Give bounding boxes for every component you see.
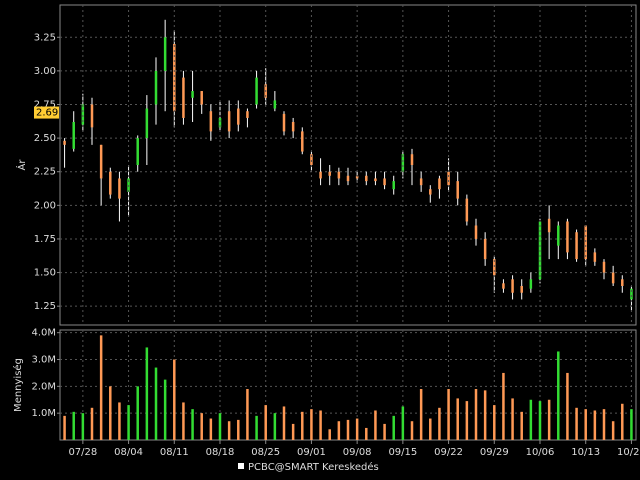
- volume-bar: [72, 411, 75, 440]
- x-tick-label: 09/29: [480, 447, 509, 458]
- x-tick-label: 09/22: [434, 447, 463, 458]
- volume-bar: [200, 413, 203, 440]
- volume-bar: [520, 411, 523, 440]
- volume-bar: [328, 429, 331, 440]
- y-tick-label: 2.25: [34, 167, 56, 178]
- y-tick-label: 1.75: [34, 234, 56, 245]
- volume-bar: [81, 413, 85, 440]
- y-tick-label: 2.00: [34, 200, 56, 211]
- x-tick-label: 07/28: [68, 447, 97, 458]
- volume-bar: [227, 421, 231, 440]
- volume-bar: [365, 427, 368, 440]
- volume-bar: [529, 399, 533, 440]
- volume-bar: [310, 409, 313, 440]
- volume-bar: [374, 410, 377, 440]
- volume-bar: [383, 423, 386, 440]
- volume-bar: [291, 423, 295, 440]
- price-frame: [59, 4, 637, 326]
- volume-bar: [218, 413, 222, 440]
- volume-bar: [575, 407, 578, 440]
- volume-bar: [593, 410, 597, 440]
- volume-bar: [419, 389, 423, 440]
- x-tick-label: 08/18: [206, 447, 235, 458]
- volume-bar: [182, 402, 185, 440]
- volume-bar: [273, 413, 277, 440]
- y-tick-label: 3.0M: [31, 355, 56, 366]
- volume-bar: [246, 389, 249, 440]
- volume-bar: [611, 421, 615, 440]
- volume-bar: [255, 415, 258, 440]
- volume-bar: [602, 409, 606, 440]
- volume-bar: [209, 418, 213, 440]
- volume-bar: [493, 405, 496, 440]
- last-price-marker: [34, 106, 59, 119]
- volume-bar: [566, 372, 569, 440]
- y-tick-label: 2.0M: [31, 381, 56, 392]
- x-tick-label: 08/11: [160, 447, 189, 458]
- legend-swatch: [238, 463, 244, 469]
- volume-bar: [346, 419, 350, 440]
- volume-bar: [301, 411, 304, 440]
- volume-bar: [392, 415, 395, 440]
- volume-bar: [621, 403, 624, 440]
- volume-bar: [511, 398, 514, 440]
- volume-bar: [319, 410, 322, 440]
- volume-bar: [355, 418, 359, 440]
- volume-bar: [502, 372, 505, 440]
- volume-bar: [173, 359, 176, 440]
- volume-bar: [63, 415, 66, 440]
- volume-bar: [237, 419, 240, 440]
- x-tick-label: 09/08: [343, 447, 372, 458]
- y-tick-label: 2.50: [34, 133, 56, 144]
- x-tick-label: 09/15: [388, 447, 417, 458]
- volume-bar: [447, 389, 450, 440]
- volume-bar: [99, 335, 103, 440]
- volume-bar: [410, 421, 414, 440]
- y-tick-label: 3.00: [34, 66, 56, 77]
- y-axis-label: Mennyiség: [12, 358, 24, 412]
- volume-bar: [630, 409, 633, 440]
- volume-bar: [282, 406, 286, 440]
- y-tick-label: 2.75: [34, 99, 56, 110]
- volume-bar: [127, 405, 130, 440]
- volume-bar: [191, 409, 194, 440]
- volume-bar: [429, 418, 432, 440]
- volume-bar: [90, 407, 94, 440]
- volume-bar: [538, 401, 542, 440]
- volume-bar: [163, 379, 167, 440]
- volume-bar: [483, 390, 487, 440]
- volume-bar: [438, 407, 441, 440]
- legend-label: PCBC@SMART Kereskedés: [248, 461, 379, 473]
- y-tick-label: 1.25: [34, 301, 56, 312]
- y-tick-label: 1.0M: [31, 408, 56, 419]
- volume-bar: [264, 405, 267, 440]
- y-tick-label: 4.0M: [31, 328, 56, 339]
- volume-bar: [465, 401, 469, 440]
- volume-bar: [584, 409, 587, 440]
- volume-bar: [118, 402, 121, 440]
- volume-bar: [474, 389, 478, 440]
- y-tick-label: 3.25: [34, 32, 56, 43]
- x-tick-label: 08/25: [251, 447, 280, 458]
- volume-bar: [145, 347, 149, 440]
- last-price-label: 2.69: [36, 108, 58, 119]
- volume-bar: [401, 406, 405, 440]
- x-tick-label: 10/13: [571, 447, 600, 458]
- volume-bar: [547, 399, 551, 440]
- y-tick-label: 1.50: [34, 268, 56, 279]
- x-tick-label: 10/06: [526, 447, 555, 458]
- volume-bar: [154, 367, 158, 440]
- x-tick-label: 10/20: [617, 447, 640, 458]
- volume-bar: [109, 386, 112, 440]
- y-axis-label: Ár: [15, 159, 28, 171]
- volume-bar: [456, 398, 459, 440]
- x-tick-label: 08/04: [114, 447, 143, 458]
- volume-bar: [136, 386, 139, 440]
- volume-bar: [337, 421, 341, 440]
- volume-bar: [557, 351, 560, 440]
- x-tick-label: 09/01: [297, 447, 326, 458]
